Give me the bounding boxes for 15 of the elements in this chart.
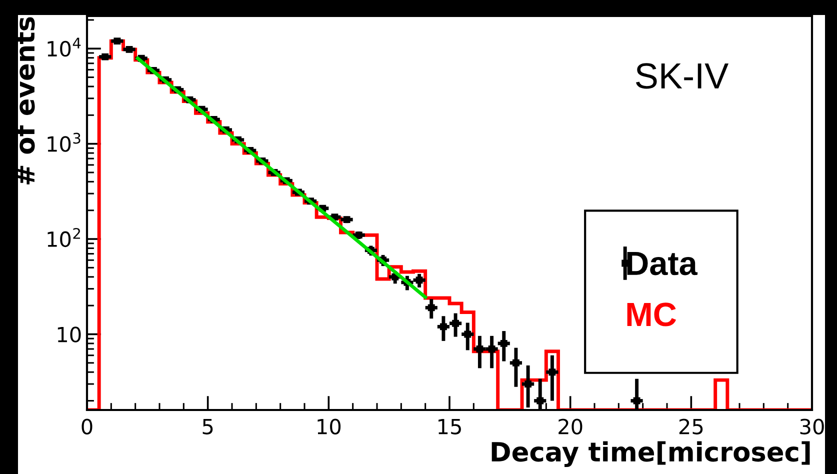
x-tick-label: 5 — [202, 418, 213, 434]
series-label: MC — [627, 302, 676, 326]
y-tick-label: 10$^{2}$ — [48, 228, 80, 248]
x-axis-title: Decay time[microsec] — [492, 441, 810, 468]
x-tick-label: 0 — [82, 418, 92, 434]
x-tick-label: 10 — [318, 418, 341, 434]
y-tick-label: 10 — [58, 326, 81, 342]
x-tick-label: 25 — [679, 418, 703, 434]
y-tick-label: 10$^{4}$ — [48, 38, 81, 57]
x-tick-label: 30 — [800, 418, 824, 434]
y-tick-label: 10$^{3}$ — [48, 132, 80, 152]
legend-label: Data — [627, 252, 698, 276]
x-tick-label: 15 — [438, 418, 461, 434]
annotation: SK-IV — [636, 63, 728, 89]
x-tick-label: 20 — [558, 418, 582, 434]
